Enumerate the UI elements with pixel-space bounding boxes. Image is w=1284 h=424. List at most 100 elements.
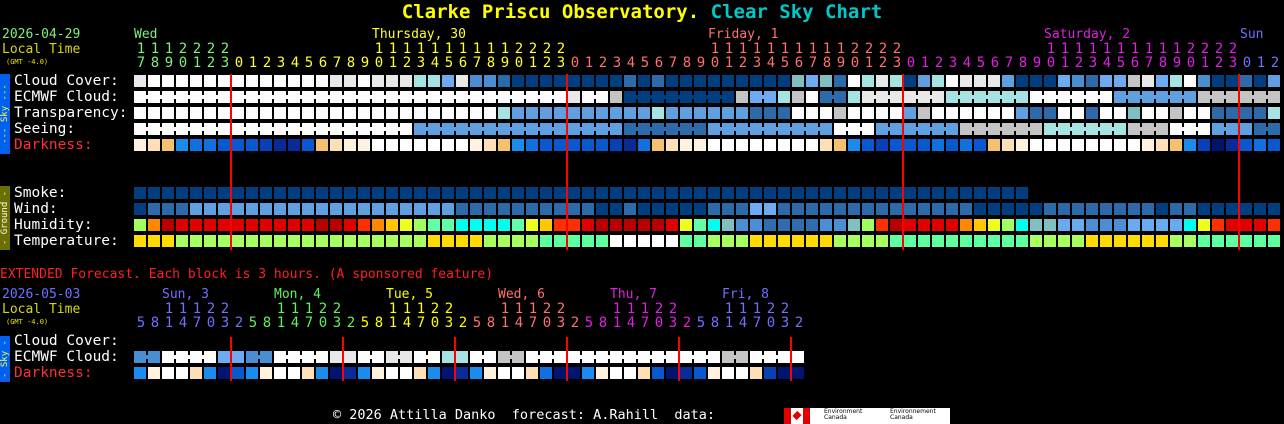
darkness-cell	[526, 367, 538, 379]
cloud-cover-cell	[204, 75, 216, 87]
ecmwf-cloud-cell	[1142, 91, 1154, 103]
hour-ones-digit: 8	[262, 315, 272, 331]
humidity-cell	[736, 219, 748, 231]
humidity-cell	[372, 219, 384, 231]
seeing-cell	[1100, 123, 1112, 135]
humidity-cell	[1240, 219, 1252, 231]
transparency-cell	[1268, 107, 1280, 119]
sky-section-tab: --- Sky ---	[0, 74, 10, 154]
ecmwf-cloud-cell	[1030, 91, 1042, 103]
hour-tens-digit: 2	[528, 41, 538, 57]
transparency-cell	[148, 107, 160, 119]
darkness-cell	[316, 139, 328, 151]
hour-ones-digit: 4	[178, 315, 188, 331]
transparency-cell	[260, 107, 272, 119]
hour-ones-digit: 1	[500, 315, 510, 331]
hour-tens-digit: 1	[1116, 41, 1126, 57]
humidity-cell	[1114, 219, 1126, 231]
hour-tens-digit: 2	[1228, 41, 1238, 57]
humidity-cell	[890, 219, 902, 231]
ecmwf-cloud-cell-joiner	[384, 95, 386, 99]
wind-cell	[1142, 203, 1154, 215]
cloud-cover-cell	[652, 75, 664, 87]
hour-ones-digit: 4	[430, 55, 440, 71]
cloud-cover-cell	[274, 75, 286, 87]
humidity-cell	[470, 219, 482, 231]
environment-canada-logo[interactable]: Environment Canada Environnement Canada	[784, 408, 950, 424]
hour-ones-digit: 2	[402, 55, 412, 71]
cloud-cover-cell	[1240, 75, 1252, 87]
ecmwf-cloud-cell-joiner	[664, 95, 666, 99]
hour-ones-digit: 1	[920, 55, 930, 71]
smoke-cell	[568, 187, 580, 199]
seeing-cell-joiner	[1070, 127, 1072, 131]
seeing-cell-joiner	[916, 127, 918, 131]
extended-date: 2026-05-03	[2, 287, 81, 302]
darkness-cell	[456, 367, 468, 379]
ecmwf-cloud-cell-joiner	[608, 355, 610, 359]
smoke-cell	[624, 187, 636, 199]
temperature-cell	[1030, 235, 1042, 247]
darkness-cell	[722, 139, 734, 151]
cloud-cover-cell	[1030, 75, 1042, 87]
transparency-cell	[428, 107, 440, 119]
wind-cell	[694, 203, 706, 215]
smoke-cell	[162, 187, 174, 199]
ecmwf-cloud-cell	[134, 91, 146, 103]
hour-ones-digit: 9	[1172, 55, 1182, 71]
transparency-cell	[764, 107, 776, 119]
hour-ones-digit: 4	[738, 315, 748, 331]
hour-tens-digit: 2	[850, 41, 860, 57]
transparency-cell	[568, 107, 580, 119]
temperature-cell	[596, 235, 608, 247]
humidity-cell	[1198, 219, 1210, 231]
transparency-cell	[820, 107, 832, 119]
darkness-cell	[456, 139, 468, 151]
ecmwf-cloud-cell	[414, 351, 426, 363]
smoke-cell	[750, 187, 762, 199]
darkness-cell	[358, 367, 370, 379]
darkness-cell	[666, 139, 678, 151]
wind-cell	[344, 203, 356, 215]
cloud-cover-cell	[820, 75, 832, 87]
darkness-label: Darkness:	[14, 365, 93, 381]
humidity-cell	[848, 219, 860, 231]
hour-ones-digit: 8	[822, 55, 832, 71]
humidity-cell	[484, 219, 496, 231]
ecmwf-cloud-cell-joiner	[1126, 95, 1128, 99]
darkness-cell	[596, 139, 608, 151]
ecmwf-cloud-cell-joiner	[1154, 95, 1156, 99]
hour-tens-digit: 1	[640, 301, 650, 317]
ecmwf-cloud-label: ECMWF Cloud:	[14, 89, 119, 105]
darkness-cell	[582, 367, 594, 379]
cloud-cover-cell	[904, 75, 916, 87]
cloud-cover-cell	[582, 75, 594, 87]
smoke-cell	[246, 187, 258, 199]
hour-ones-digit: 8	[1018, 55, 1028, 71]
ecmwf-cloud-cell	[1086, 91, 1098, 103]
seeing-cell	[1268, 123, 1280, 135]
hour-tens-digit: 1	[528, 301, 538, 317]
darkness-cell	[988, 139, 1000, 151]
ecmwf-cloud-cell-joiner	[174, 355, 176, 359]
ecmwf-cloud-cell	[1268, 91, 1280, 103]
wind-cell	[974, 203, 986, 215]
hour-ones-digit: 0	[374, 55, 384, 71]
temperature-cell	[498, 235, 510, 247]
temperature-cell	[1212, 235, 1224, 247]
hour-ones-digit: 3	[416, 55, 426, 71]
humidity-cell	[680, 219, 692, 231]
hour-ones-digit: 0	[766, 315, 776, 331]
humidity-cell	[750, 219, 762, 231]
transparency-cell	[344, 107, 356, 119]
temperature-cell	[1086, 235, 1098, 247]
darkness-label: Darkness:	[14, 137, 93, 153]
hour-tens-digit: 2	[430, 301, 440, 317]
darkness-cell	[162, 367, 174, 379]
ecmwf-cloud-cell-joiner	[356, 95, 358, 99]
hour-ones-digit: 2	[794, 315, 804, 331]
darkness-cell	[778, 367, 790, 379]
ecmwf-cloud-cell	[974, 91, 986, 103]
cloud-cover-cell	[876, 75, 888, 87]
darkness-cell	[694, 367, 706, 379]
